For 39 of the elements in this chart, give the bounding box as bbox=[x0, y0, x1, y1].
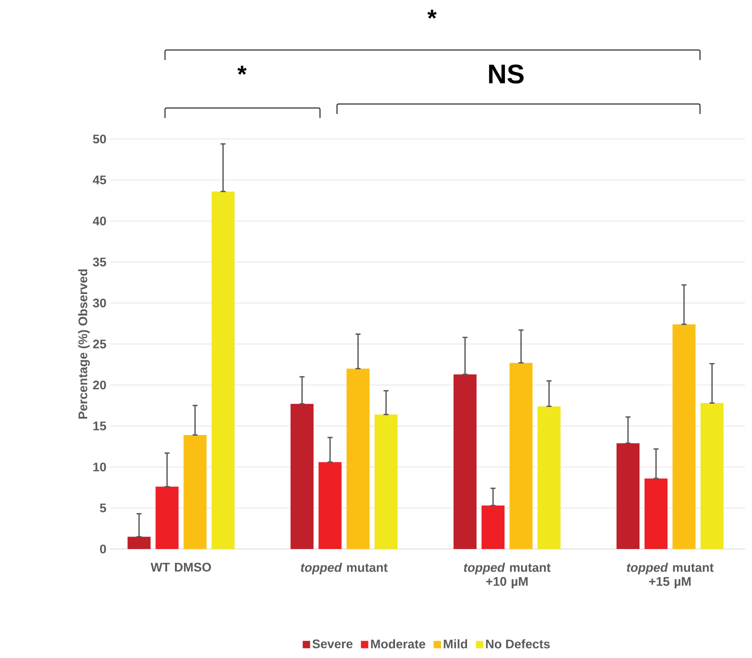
x-tick-label: topped mutant bbox=[300, 562, 388, 574]
bar bbox=[128, 536, 151, 549]
y-tick-label: 10 bbox=[93, 462, 106, 472]
bar bbox=[184, 435, 207, 549]
y-tick-label: 50 bbox=[93, 134, 106, 144]
bar bbox=[482, 506, 505, 549]
y-tick-label: 0 bbox=[100, 544, 106, 554]
bar bbox=[510, 362, 533, 549]
legend-label: Severe bbox=[312, 639, 352, 648]
bar bbox=[700, 403, 724, 549]
bar bbox=[346, 368, 370, 549]
bar bbox=[374, 414, 398, 549]
bar bbox=[616, 443, 640, 549]
y-tick-label: 15 bbox=[93, 422, 106, 430]
y-tick-label: 35 bbox=[92, 258, 106, 266]
y-tick-label: 25 bbox=[93, 340, 106, 348]
x-tick-label: topped mutant +10 µM bbox=[464, 562, 551, 588]
legend-label: No Defects bbox=[486, 639, 550, 648]
y-tick-label: 45 bbox=[92, 176, 106, 184]
legend-label: Moderate bbox=[371, 639, 426, 648]
text: * bbox=[427, 10, 437, 19]
x-tick-label: WT DMSO bbox=[150, 562, 211, 572]
bar bbox=[318, 462, 342, 549]
y-axis-title: Percentage (%) Observed bbox=[78, 269, 90, 419]
y-tick-label: 20 bbox=[93, 380, 106, 390]
bar bbox=[290, 404, 314, 549]
y-tick-label: 30 bbox=[92, 298, 106, 308]
bar bbox=[672, 324, 696, 549]
x-tick-label: topped mutant +15 µM bbox=[626, 562, 714, 588]
bar bbox=[644, 478, 668, 549]
text: NS bbox=[489, 64, 524, 84]
bar bbox=[454, 374, 477, 549]
bar bbox=[212, 191, 235, 549]
legend-label: Mild bbox=[444, 639, 468, 648]
bar bbox=[538, 406, 561, 549]
y-tick-label: 40 bbox=[92, 216, 106, 226]
y-tick-label: 5 bbox=[100, 504, 106, 512]
bar bbox=[156, 486, 179, 549]
text: * bbox=[237, 66, 247, 75]
